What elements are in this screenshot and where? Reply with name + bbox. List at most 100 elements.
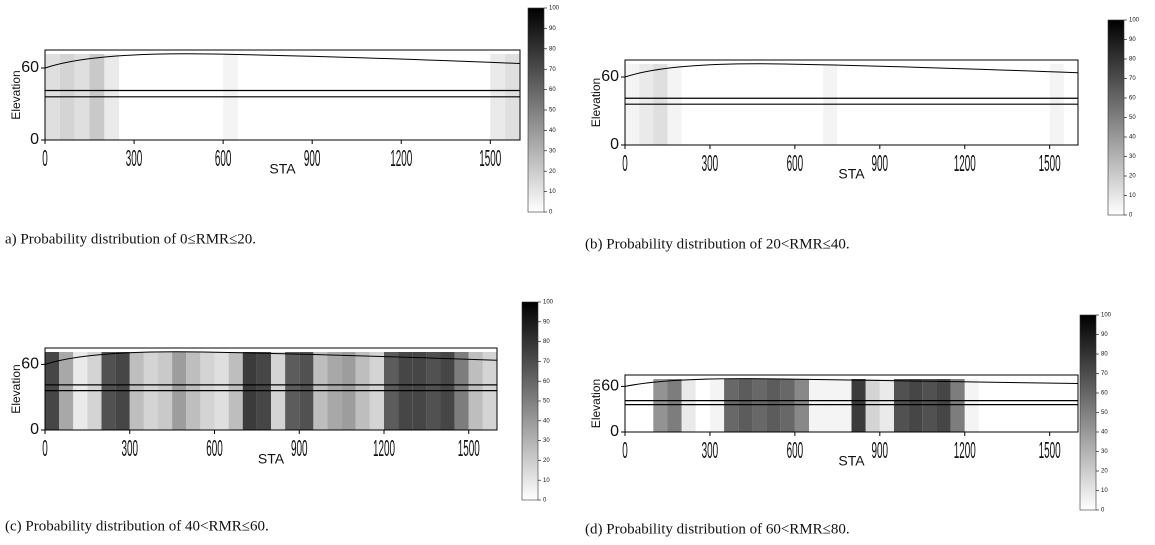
colorbar-tick-label: 10: [549, 189, 556, 195]
cell: [695, 379, 710, 432]
colorbar-tick-label: 80: [1101, 352, 1108, 358]
colorbar-tick-label: 70: [1129, 76, 1136, 82]
colorbar-tick-label: 70: [543, 359, 550, 365]
x-tick-label: 900: [291, 435, 308, 461]
x-tick-label: 900: [872, 150, 889, 176]
x-tick-label: 1200: [954, 150, 976, 176]
colorbar-tick-label: 0: [1101, 508, 1105, 514]
colorbar-tick-label: 10: [1129, 193, 1136, 199]
colorbar-tick-label: 20: [1129, 174, 1136, 180]
x-tick-label: 600: [206, 435, 223, 461]
cell: [724, 379, 739, 432]
colorbar-tick-label: 60: [549, 87, 556, 93]
colorbar-tick-label: 20: [543, 458, 550, 464]
colorbar: [527, 7, 545, 213]
colorbar-tick-label: 50: [1101, 410, 1108, 416]
colorbar-tick-label: 90: [543, 319, 550, 325]
cell: [922, 379, 937, 432]
colorbar-tick-label: 90: [549, 26, 556, 32]
cell: [950, 379, 965, 432]
x-tick-label: 300: [121, 435, 138, 461]
x-tick-label: 1500: [1039, 437, 1061, 463]
colorbar-tick-label: 100: [543, 300, 554, 306]
cell: [766, 379, 781, 432]
x-axis-label: STA: [838, 453, 865, 469]
caption: a) Probability distribution of 0≤RMR≤20.: [5, 231, 256, 247]
y-tick-label: 0: [610, 136, 619, 153]
y-axis-label: Elevation: [9, 70, 23, 119]
y-tick-label: 60: [601, 378, 619, 395]
colorbar-tick-label: 80: [543, 339, 550, 345]
cell: [1007, 379, 1022, 432]
x-tick-label: 1200: [390, 145, 412, 171]
x-tick-label: 300: [702, 437, 719, 463]
x-axis-label: STA: [258, 451, 285, 467]
colorbar-tick-label: 50: [549, 108, 556, 114]
x-axis-label: STA: [838, 166, 865, 182]
x-axis-label: STA: [269, 161, 296, 177]
plot-frame: [624, 374, 1079, 433]
cell: [908, 379, 923, 432]
cell: [978, 379, 994, 432]
ground-surface: [44, 351, 498, 365]
cell: [709, 379, 725, 432]
x-tick-label: 1500: [458, 435, 480, 461]
cell: [1035, 379, 1050, 432]
colorbar-tick-label: 0: [543, 498, 547, 504]
colorbar-tick-label: 40: [543, 418, 550, 424]
y-axis-label: Elevation: [9, 364, 23, 413]
colorbar-tick-label: 50: [543, 399, 550, 405]
cell: [752, 379, 767, 432]
ground-surface: [44, 53, 521, 69]
cell: [738, 379, 753, 432]
colorbar-tick-label: 0: [549, 210, 553, 216]
x-tick-label: 900: [872, 437, 889, 463]
colorbar-tick-label: 30: [1101, 449, 1108, 455]
cell: [964, 379, 979, 432]
x-tick-label: 0: [42, 435, 48, 461]
cell: [780, 379, 795, 432]
colorbar-tick-label: 60: [1129, 96, 1136, 102]
x-tick-label: 600: [215, 145, 232, 171]
x-tick-label: 1200: [954, 437, 976, 463]
x-tick-label: 900: [304, 145, 321, 171]
colorbar-tick-label: 10: [1101, 488, 1108, 494]
x-tick-label: 0: [622, 150, 628, 176]
cell: [639, 379, 654, 432]
y-axis-label: Elevation: [589, 78, 603, 127]
colorbar-tick-label: 40: [549, 128, 556, 134]
x-tick-label: 1500: [479, 145, 501, 171]
colorbar-tick-label: 10: [543, 478, 550, 484]
colorbar-tick-label: 30: [1129, 154, 1136, 160]
x-tick-label: 300: [702, 150, 719, 176]
colorbar: [1079, 314, 1097, 511]
cell: [837, 379, 852, 432]
ground-surface: [624, 378, 1079, 387]
colorbar-tick-label: 80: [1129, 57, 1136, 63]
cell: [794, 379, 810, 432]
cell: [823, 379, 838, 432]
colorbar-tick-label: 100: [549, 6, 560, 12]
cell: [993, 379, 1008, 432]
cell: [865, 379, 880, 432]
colorbar-tick-label: 90: [1129, 37, 1136, 43]
x-tick-label: 0: [622, 437, 628, 463]
colorbar-tick-label: 70: [1101, 371, 1108, 377]
colorbar-tick-label: 30: [543, 438, 550, 444]
caption: (d) Probability distribution of 60<RMR≤8…: [585, 521, 850, 537]
x-tick-label: 0: [42, 145, 48, 171]
y-tick-label: 0: [610, 423, 619, 440]
cell: [879, 379, 894, 432]
colorbar-tick-label: 20: [549, 169, 556, 175]
cell: [1021, 379, 1036, 432]
colorbar-tick-label: 60: [1101, 391, 1108, 397]
colorbar: [521, 301, 539, 501]
cell: [653, 379, 668, 432]
cell: [809, 379, 824, 432]
x-tick-label: 1200: [373, 435, 395, 461]
plot-frame: [44, 347, 498, 431]
x-tick-label: 300: [126, 145, 143, 171]
x-tick-label: 1500: [1039, 150, 1061, 176]
cell: [936, 379, 951, 432]
